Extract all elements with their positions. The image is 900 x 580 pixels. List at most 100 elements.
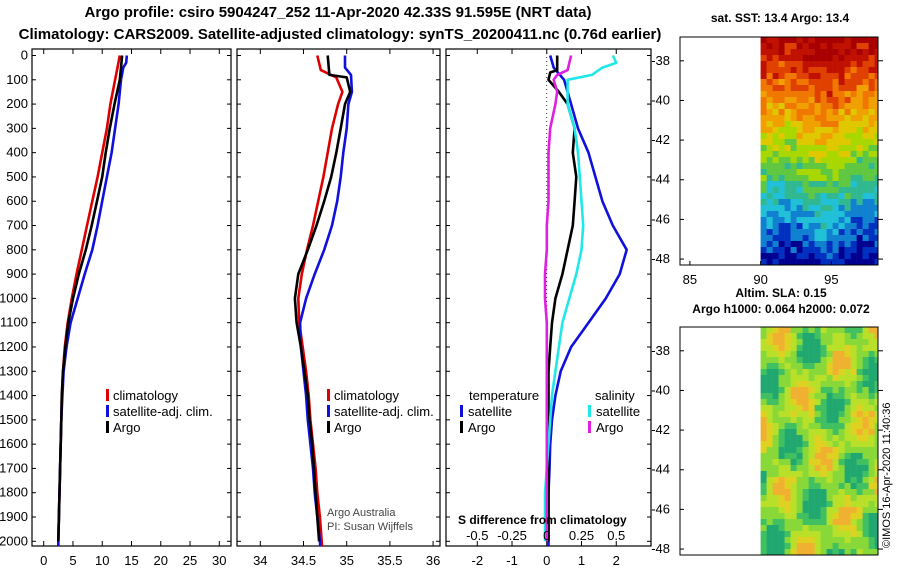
map-cell	[796, 211, 803, 218]
depth-tick-label: 500	[6, 169, 28, 184]
map-cell	[820, 55, 827, 62]
map-cell	[832, 429, 839, 436]
map-cell	[772, 199, 779, 206]
map-cell	[766, 199, 773, 206]
depth-tick-label: 1700	[0, 460, 28, 475]
map-cell	[760, 459, 767, 466]
map-cell	[838, 187, 845, 194]
map-cell	[778, 375, 785, 382]
map-cell	[868, 103, 875, 110]
map-cell	[826, 49, 833, 56]
map-cell	[784, 369, 791, 376]
map-cell	[856, 447, 863, 454]
map-cell	[808, 351, 815, 358]
map-cell	[814, 357, 821, 364]
map-cell	[790, 67, 797, 74]
map-cell	[802, 97, 809, 104]
map-cell	[814, 79, 821, 86]
map-cell	[874, 163, 879, 170]
map-cell	[802, 375, 809, 382]
map-cell	[772, 235, 779, 242]
map-cell	[766, 241, 773, 248]
map-cell	[766, 459, 773, 466]
map-cell	[766, 429, 773, 436]
map-cell	[778, 115, 785, 122]
map-cell	[760, 339, 767, 346]
map-cell	[796, 477, 803, 484]
map-cell	[802, 121, 809, 128]
map-cell	[802, 67, 809, 74]
map-cell	[772, 145, 779, 152]
map-cell	[820, 121, 827, 128]
map-cell	[784, 205, 791, 212]
map-cell	[844, 91, 851, 98]
map-cell	[856, 133, 863, 140]
map-cell	[784, 97, 791, 104]
map-cell	[784, 363, 791, 370]
map-cell	[826, 381, 833, 388]
map-cell	[820, 73, 827, 80]
map-cell	[784, 169, 791, 176]
map-cell	[814, 259, 821, 266]
map-cell	[832, 357, 839, 364]
map-cell	[838, 399, 845, 406]
difference-axis-title: S difference from climatology	[458, 513, 627, 527]
map-cell	[826, 241, 833, 248]
map-cell	[850, 459, 857, 466]
map-cell	[760, 163, 767, 170]
map-cell	[808, 85, 815, 92]
map-cell	[814, 103, 821, 110]
map-cell	[856, 363, 863, 370]
map-cell	[856, 459, 863, 466]
map-cell	[868, 465, 875, 472]
map-cell	[772, 49, 779, 56]
map-cell	[844, 49, 851, 56]
map-cell	[844, 205, 851, 212]
map-cell	[760, 259, 767, 266]
map-cell	[778, 501, 785, 508]
map-cell	[796, 447, 803, 454]
map-cell	[760, 37, 767, 44]
map-cell	[832, 229, 839, 236]
map-cell	[802, 525, 809, 532]
map-cell	[850, 537, 857, 544]
map-cell	[766, 235, 773, 242]
map-cell	[826, 543, 833, 550]
map-cell	[796, 519, 803, 526]
map-cell	[874, 471, 879, 478]
map-cell	[796, 205, 803, 212]
map-cell	[832, 91, 839, 98]
map-cell	[802, 507, 809, 514]
legend-title-salinity: salinity	[595, 388, 635, 403]
map-cell	[844, 543, 851, 550]
map-cell	[868, 181, 875, 188]
map-cell	[790, 145, 797, 152]
map-cell	[844, 429, 851, 436]
map-cell	[790, 375, 797, 382]
map-cell	[772, 139, 779, 146]
map-cell	[784, 489, 791, 496]
map-cell	[802, 181, 809, 188]
map-cell	[778, 549, 785, 556]
map-cell	[772, 399, 779, 406]
map-cell	[862, 43, 869, 50]
map-cell	[790, 157, 797, 164]
map-cell	[796, 405, 803, 412]
map-cell	[790, 43, 797, 50]
map-cell	[868, 453, 875, 460]
map-cell	[814, 417, 821, 424]
map-cell	[844, 399, 851, 406]
sla-map-axes: -38-40-42-44-46-48	[651, 343, 883, 556]
map-cell	[766, 187, 773, 194]
map-cell	[868, 507, 875, 514]
map-cell	[862, 139, 869, 146]
depth-tick-label: 1000	[0, 290, 28, 305]
map-cell	[850, 465, 857, 472]
map-cell	[772, 507, 779, 514]
map-cell	[832, 423, 839, 430]
map-cell	[868, 247, 875, 254]
map-cell	[850, 495, 857, 502]
map-cell	[874, 375, 879, 382]
map-cell	[874, 151, 879, 158]
map-cell	[796, 531, 803, 538]
